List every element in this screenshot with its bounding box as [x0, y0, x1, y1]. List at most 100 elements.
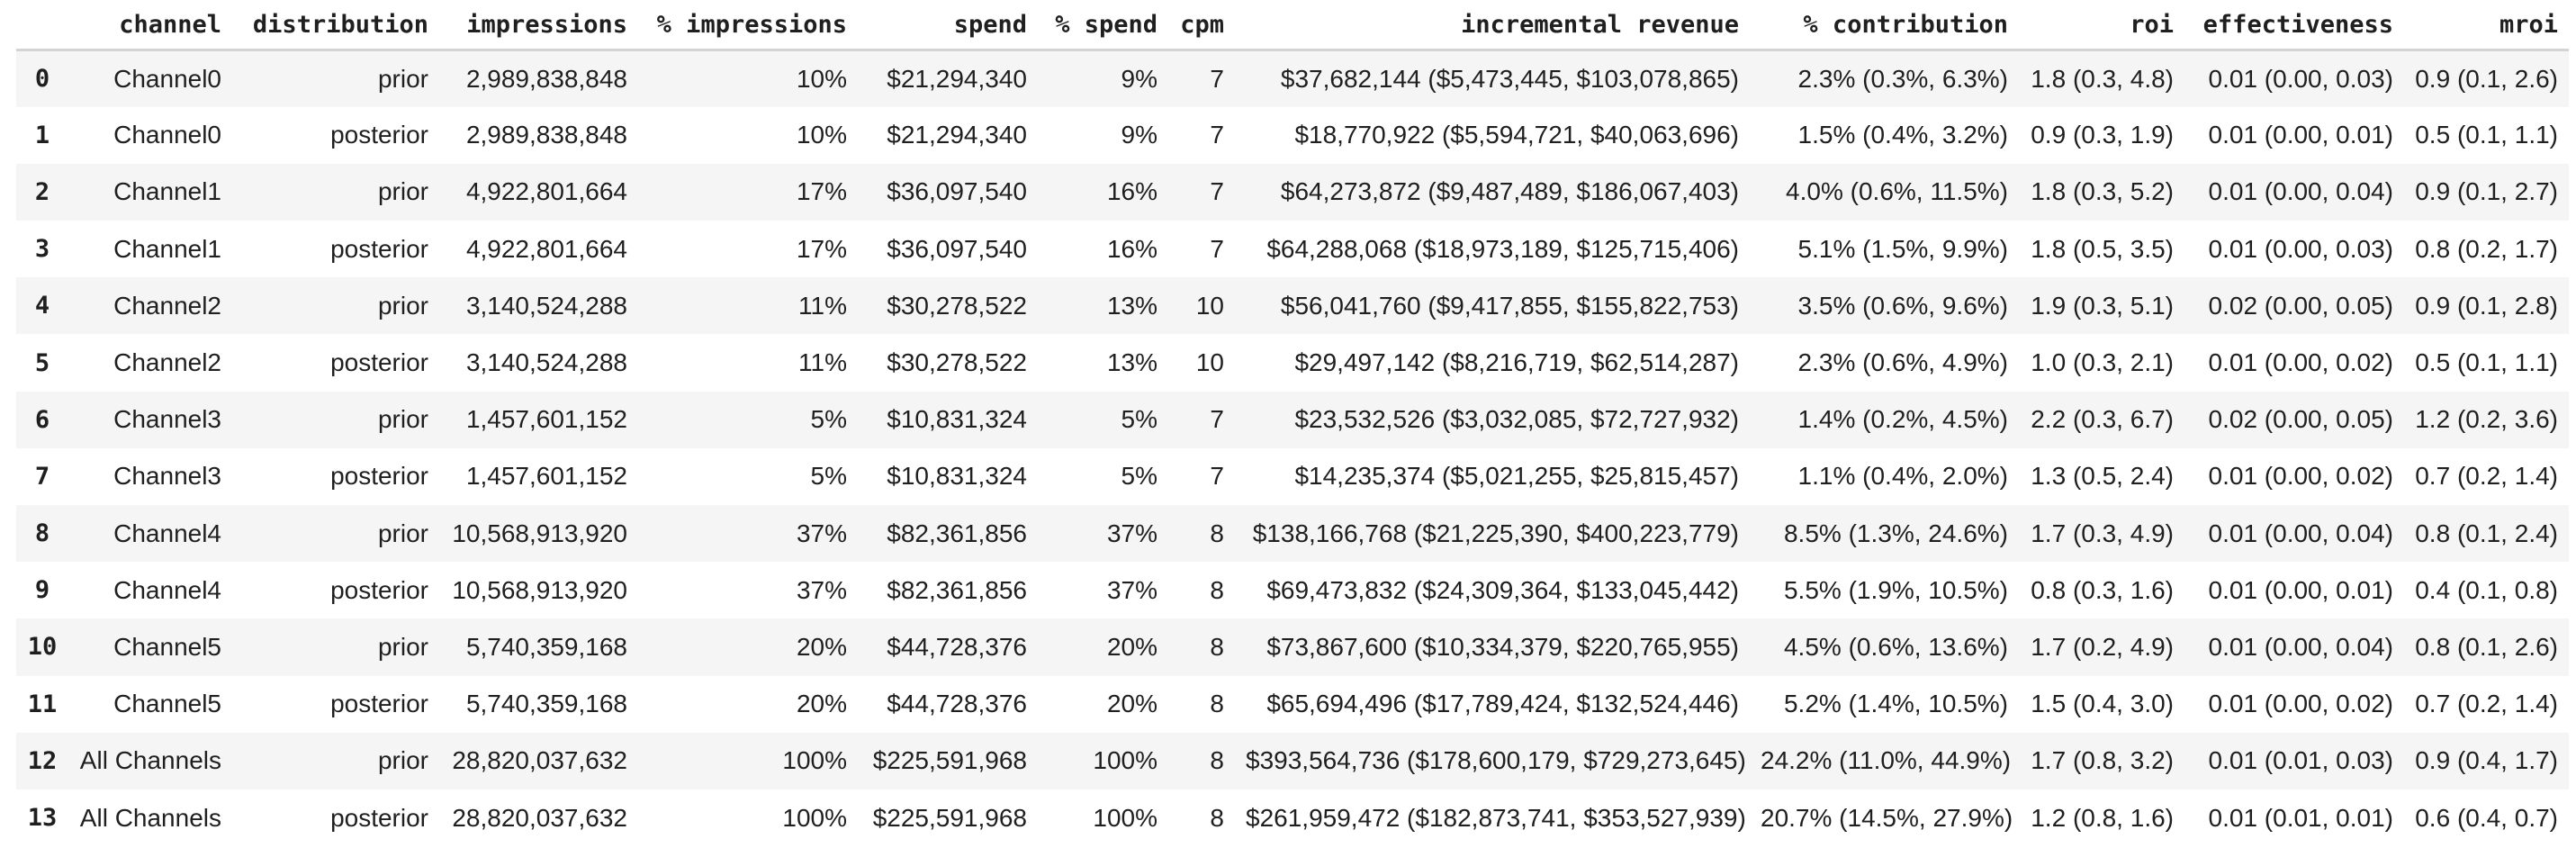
cell-cpm: 8 — [1210, 575, 1224, 604]
cell-channel: Channel5 — [113, 690, 221, 718]
row-index: 2 — [34, 177, 50, 206]
cell-cpm: 10 — [1195, 291, 1224, 320]
row-index: 6 — [34, 405, 50, 434]
cell-mroi: 0.7 (0.2, 1.4) — [2415, 462, 2558, 491]
index-column-header — [16, 0, 68, 51]
table-row: 6 Channel3 prior 1,457,601,152 5% $10,831,324… — [16, 391, 2569, 448]
cell-impressions: 4,922,801,664 — [465, 177, 627, 206]
cell-pct-spend: 100% — [1093, 746, 1157, 775]
cell-pct-contribution: 2.3% (0.6%, 4.9%) — [1797, 348, 2008, 377]
cell-pct-contribution: 24.2% (11.0%, 44.9%) — [1761, 746, 2012, 775]
cell-roi: 1.2 (0.8, 1.6) — [2031, 803, 2174, 832]
cell-pct-spend: 20% — [1106, 690, 1157, 718]
cell-cpm: 7 — [1210, 121, 1224, 149]
cell-impressions: 2,989,838,848 — [465, 121, 627, 149]
cell-pct-impressions: 37% — [796, 519, 847, 547]
cell-mroi: 0.6 (0.4, 0.7) — [2415, 803, 2558, 832]
cell-distribution: prior — [377, 405, 428, 434]
cell-roi: 1.0 (0.3, 2.1) — [2031, 348, 2174, 377]
cell-distribution: posterior — [330, 234, 428, 263]
cell-roi: 1.8 (0.5, 3.5) — [2031, 234, 2174, 263]
cell-effectiveness: 0.02 (0.00, 0.05) — [2208, 405, 2393, 434]
cell-impressions: 28,820,037,632 — [452, 746, 627, 775]
cell-channel: Channel1 — [113, 234, 221, 263]
cell-pct-impressions: 10% — [796, 64, 847, 93]
cell-roi: 1.8 (0.3, 4.8) — [2031, 64, 2174, 93]
cell-roi: 1.7 (0.2, 4.9) — [2031, 632, 2174, 661]
cell-impressions: 3,140,524,288 — [465, 291, 627, 320]
cell-impressions: 1,457,601,152 — [465, 462, 627, 491]
cell-roi: 0.9 (0.3, 1.9) — [2031, 121, 2174, 149]
row-index: 11 — [27, 690, 58, 718]
cell-spend: $30,278,522 — [887, 291, 1027, 320]
cell-effectiveness: 0.01 (0.00, 0.04) — [2208, 632, 2393, 661]
table-row: 11 Channel5 posterior 5,740,359,168 20% $44,7… — [16, 675, 2569, 733]
table-row: 5 Channel2 posterior 3,140,524,288 11% $30,27… — [16, 334, 2569, 392]
cell-incremental-revenue: $18,770,922 ($5,594,721, $40,063,696) — [1294, 121, 1739, 149]
row-index: 7 — [34, 462, 50, 491]
cell-mroi: 0.8 (0.2, 1.7) — [2415, 234, 2558, 263]
cell-cpm: 7 — [1210, 234, 1224, 263]
cell-spend: $21,294,340 — [887, 121, 1027, 149]
cell-pct-contribution: 4.0% (0.6%, 11.5%) — [1786, 177, 2008, 206]
cell-pct-impressions: 10% — [796, 121, 847, 149]
cell-spend: $225,591,968 — [872, 746, 1027, 775]
cell-cpm: 8 — [1210, 519, 1224, 547]
cell-incremental-revenue: $261,959,472 ($182,873,741, $353,527,939… — [1246, 803, 1746, 832]
cell-impressions: 3,140,524,288 — [465, 348, 627, 377]
cell-effectiveness: 0.01 (0.00, 0.02) — [2208, 348, 2393, 377]
cell-roi: 1.7 (0.3, 4.9) — [2031, 519, 2174, 547]
cell-impressions: 1,457,601,152 — [465, 405, 627, 434]
cell-distribution: prior — [377, 64, 428, 93]
cell-incremental-revenue: $14,235,374 ($5,021,255, $25,815,457) — [1294, 462, 1739, 491]
cell-effectiveness: 0.01 (0.00, 0.03) — [2208, 64, 2393, 93]
row-index: 9 — [34, 576, 50, 605]
table-body: 0 Channel0 prior 2,989,838,848 10% $21,294,34… — [16, 50, 2569, 847]
cell-effectiveness: 0.01 (0.01, 0.03) — [2208, 746, 2393, 775]
cell-pct-contribution: 20.7% (14.5%, 27.9%) — [1761, 803, 2013, 832]
cell-pct-impressions: 100% — [782, 746, 847, 775]
cell-mroi: 0.7 (0.2, 1.4) — [2415, 690, 2558, 718]
cell-impressions: 5,740,359,168 — [465, 690, 627, 718]
cell-effectiveness: 0.01 (0.00, 0.01) — [2208, 121, 2393, 149]
cell-spend: $44,728,376 — [887, 632, 1027, 661]
cell-incremental-revenue: $64,288,068 ($18,973,189, $125,715,406) — [1266, 234, 1739, 263]
column-header-pct-contribution: % contribution — [1750, 0, 2019, 51]
cell-roi: 0.8 (0.3, 1.6) — [2031, 575, 2174, 604]
cell-spend: $30,278,522 — [887, 348, 1027, 377]
cell-channel: Channel3 — [113, 462, 221, 491]
cell-pct-spend: 16% — [1106, 177, 1157, 206]
cell-spend: $21,294,340 — [887, 64, 1027, 93]
column-header-distribution: distribution — [232, 0, 439, 51]
cell-distribution: prior — [377, 519, 428, 547]
cell-roi: 1.5 (0.4, 3.0) — [2031, 690, 2174, 718]
cell-cpm: 7 — [1210, 64, 1224, 93]
table-row: 9 Channel4 posterior 10,568,913,920 37% $82,3… — [16, 562, 2569, 619]
table-row: 12 All Channels prior 28,820,037,632 100% $22… — [16, 732, 2569, 789]
row-index: 8 — [34, 519, 50, 548]
cell-spend: $44,728,376 — [887, 690, 1027, 718]
row-index: 0 — [34, 65, 50, 94]
column-header-spend: spend — [858, 0, 1038, 51]
cell-pct-contribution: 8.5% (1.3%, 24.6%) — [1783, 519, 2008, 547]
cell-pct-impressions: 100% — [782, 803, 847, 832]
cell-mroi: 0.9 (0.1, 2.8) — [2415, 291, 2558, 320]
cell-pct-contribution: 5.5% (1.9%, 10.5%) — [1783, 575, 2008, 604]
table-row: 3 Channel1 posterior 4,922,801,664 17% $36,09… — [16, 221, 2569, 278]
channel-summary-table: channel distribution impressions% impressi… — [16, 0, 2569, 847]
cell-incremental-revenue: $138,166,768 ($21,225,390, $400,223,779) — [1252, 519, 1739, 547]
cell-pct-contribution: 3.5% (0.6%, 9.6%) — [1797, 291, 2008, 320]
cell-pct-spend: 9% — [1121, 121, 1157, 149]
cell-channel: Channel5 — [113, 632, 221, 661]
cell-channel: Channel0 — [113, 121, 221, 149]
cell-cpm: 7 — [1210, 462, 1224, 491]
table-row: 0 Channel0 prior 2,989,838,848 10% $21,294,34… — [16, 50, 2569, 107]
cell-pct-spend: 16% — [1106, 234, 1157, 263]
cell-channel: All Channels — [79, 746, 221, 775]
cell-pct-spend: 13% — [1106, 291, 1157, 320]
cell-incremental-revenue: $37,682,144 ($5,473,445, $103,078,865) — [1280, 64, 1739, 93]
cell-pct-spend: 5% — [1121, 462, 1157, 491]
table-row: 13 All Channels posterior 28,820,037,632 100… — [16, 789, 2569, 847]
cell-spend: $10,831,324 — [887, 405, 1027, 434]
row-index: 4 — [34, 292, 50, 320]
